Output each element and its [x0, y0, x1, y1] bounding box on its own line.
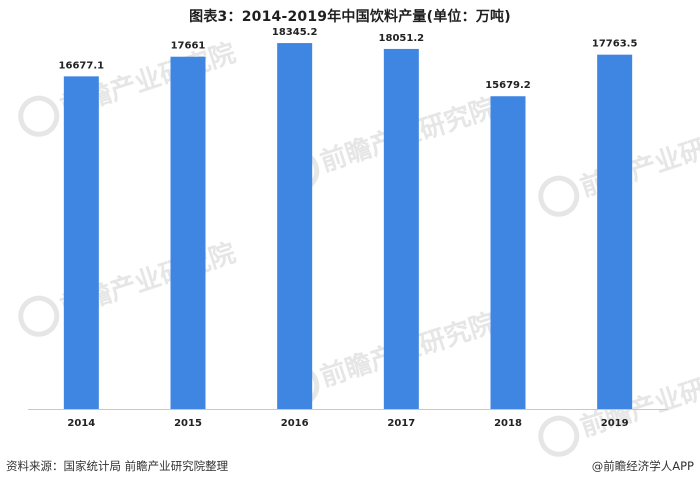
- source-note: 资料来源：国家统计局 前瞻产业研究院整理: [6, 459, 229, 473]
- bar-2016: [277, 43, 313, 410]
- watermark-circle: [18, 95, 60, 137]
- bar-2015: [170, 56, 206, 410]
- bar-2018: [490, 96, 526, 410]
- data-label: 17661: [171, 41, 206, 52]
- data-label: 18051.2: [379, 33, 425, 44]
- chart-title: 图表3：2014-2019年中国饮料产量(单位：万吨): [189, 9, 511, 25]
- watermark-circle: [18, 295, 60, 337]
- data-label: 18345.2: [272, 27, 318, 38]
- x-tick-label: 2018: [494, 418, 522, 429]
- x-tick-label: 2017: [387, 418, 415, 429]
- data-label: 17763.5: [592, 39, 638, 50]
- x-tick-label: 2015: [174, 418, 202, 429]
- watermark-logo: 前瞻产业研究院: [18, 237, 239, 337]
- bar-2014: [63, 76, 99, 409]
- watermark-logo: 前瞻产业研究院: [18, 37, 239, 137]
- x-tick-label: 2019: [601, 418, 629, 429]
- labels-layer: 16677.1 2014 17661 2015 18345.2 2016 18051.2 20…: [59, 27, 638, 429]
- x-tick-label: 2014: [67, 418, 95, 429]
- data-label: 15679.2: [485, 80, 531, 91]
- bars-layer: [63, 43, 633, 410]
- bar-2017: [383, 48, 419, 410]
- watermark-text: 前瞻产业研究院: [577, 357, 700, 443]
- watermark-circle: [538, 415, 580, 457]
- x-tick-label: 2016: [281, 418, 309, 429]
- bar-2019: [597, 54, 633, 409]
- watermark-text: 前瞻产业研究院: [577, 117, 700, 203]
- brand-label: @前瞻经济学人APP: [591, 459, 694, 473]
- watermark-circle: [538, 175, 580, 217]
- footer: 资料来源：国家统计局 前瞻产业研究院整理 @前瞻经济学人APP: [4, 458, 696, 476]
- data-label: 16677.1: [59, 60, 105, 71]
